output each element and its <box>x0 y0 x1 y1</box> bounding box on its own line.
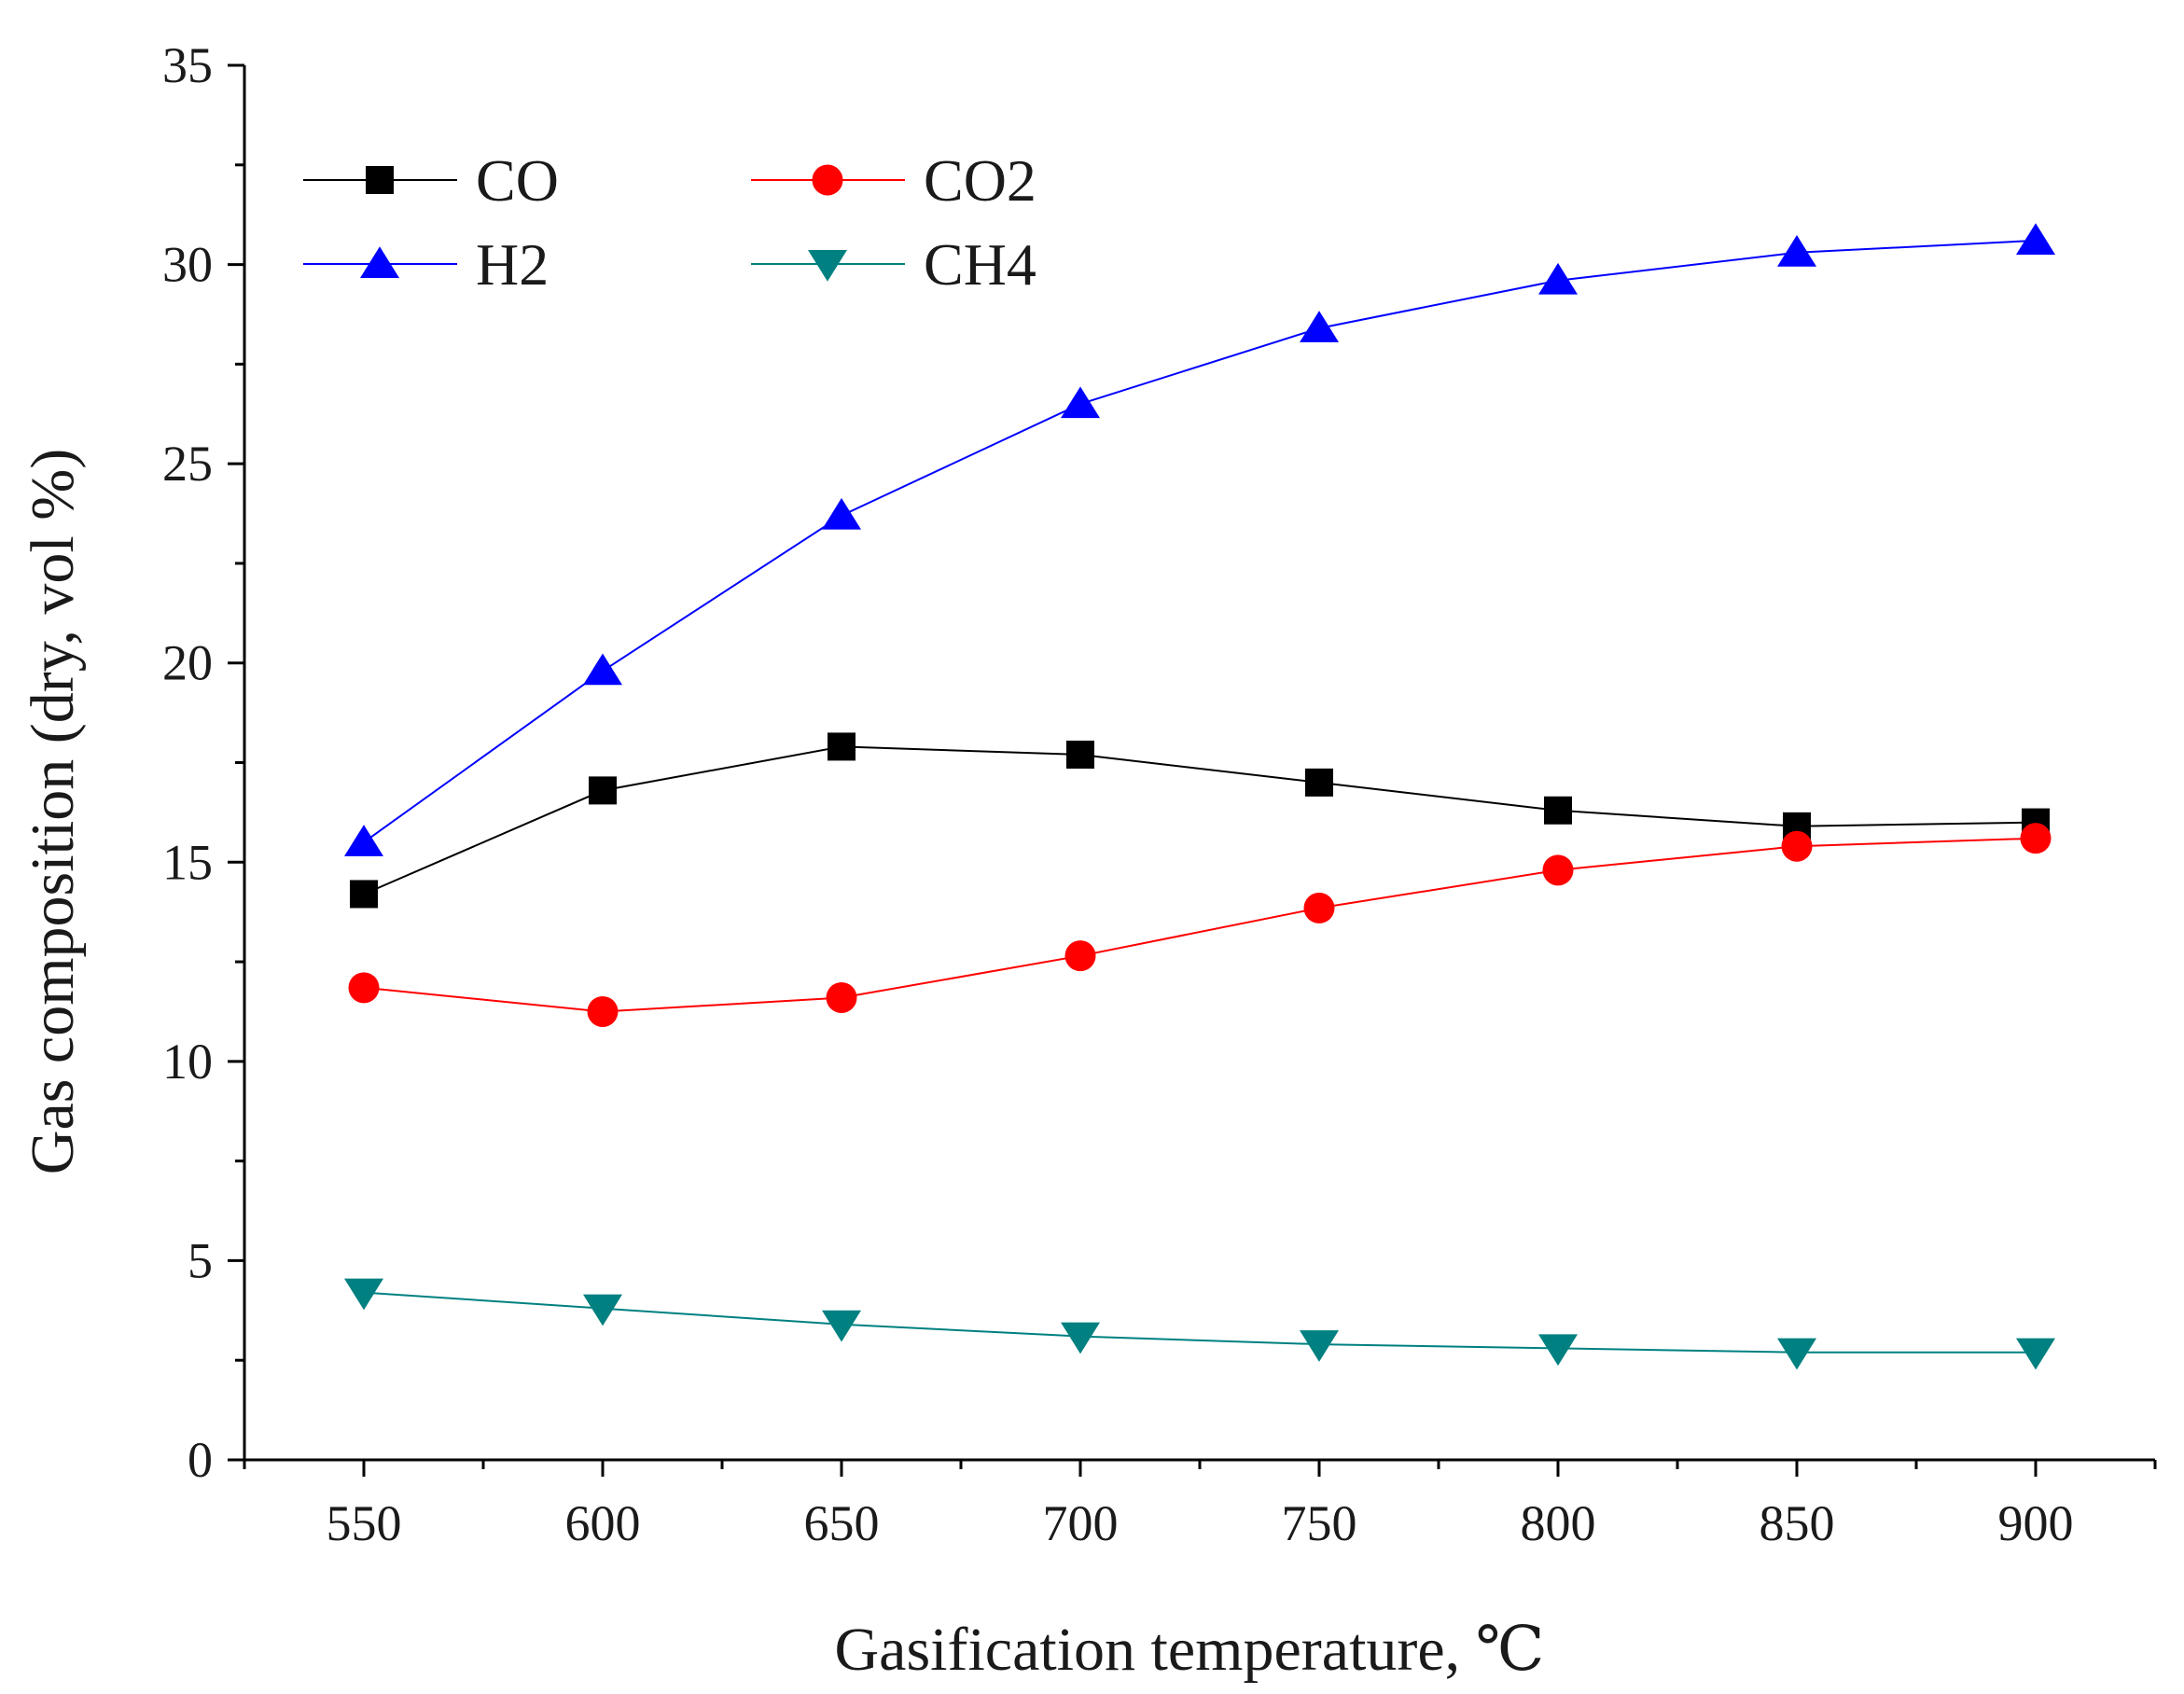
x-tick-label: 900 <box>1998 1495 2074 1551</box>
data-point-ch4 <box>583 1294 622 1326</box>
data-point-ch4 <box>344 1278 383 1311</box>
y-tick-label: 10 <box>162 1034 213 1090</box>
y-tick-label: 25 <box>162 436 213 492</box>
legend-label-ch4: CH4 <box>924 231 1036 298</box>
data-point-co2 <box>1542 854 1574 886</box>
data-point-h2 <box>1061 386 1100 419</box>
y-tick-label: 0 <box>188 1432 213 1488</box>
series-co2 <box>348 823 2052 1027</box>
series-line-co2 <box>363 837 2037 1013</box>
legend-item-co: CO <box>303 147 559 214</box>
series-h2 <box>344 223 2055 856</box>
legend-marker-h2 <box>360 246 399 278</box>
series-line-co <box>363 745 2037 896</box>
x-axis-title: Gasification temperature, ℃ <box>834 1616 1544 1684</box>
y-tick-label: 5 <box>188 1232 213 1288</box>
data-point-h2 <box>1777 235 1816 267</box>
data-point-h2 <box>344 825 383 856</box>
legend-label-co2: CO2 <box>924 147 1036 214</box>
data-point-co <box>1066 740 1094 769</box>
data-point-co <box>350 880 378 909</box>
x-tick-label: 850 <box>1760 1495 1835 1551</box>
legend-marker-ch4 <box>808 250 847 282</box>
legend-label-h2: H2 <box>476 231 549 298</box>
series-ch4 <box>344 1278 2055 1370</box>
data-point-h2 <box>2016 223 2055 255</box>
y-tick-label: 20 <box>162 635 213 691</box>
data-point-co2 <box>1781 830 1813 862</box>
legend-item-co2: CO2 <box>751 147 1036 214</box>
legend: CO CO2 H2 CH4 <box>303 147 1036 298</box>
y-tick-label: 15 <box>162 834 213 890</box>
y-tick-label: 30 <box>162 237 213 293</box>
data-point-h2 <box>822 497 861 530</box>
legend-marker-co2 <box>812 164 843 196</box>
x-tick-label: 550 <box>327 1495 402 1551</box>
y-axis-title: Gas composition (dry, vol %) <box>19 449 87 1174</box>
x-tick-label: 650 <box>804 1495 880 1551</box>
legend-marker-co <box>366 166 394 194</box>
series-line-h2 <box>363 239 2037 843</box>
x-tick-label: 750 <box>1282 1495 1357 1551</box>
data-point-co <box>1305 768 1333 797</box>
data-point-co <box>1544 796 1572 825</box>
legend-label-co: CO <box>476 147 559 214</box>
x-tick-label: 800 <box>1521 1495 1596 1551</box>
y-tick-label: 35 <box>162 37 213 93</box>
legend-item-ch4: CH4 <box>751 231 1036 298</box>
axes: 0 5 10 15 20 25 30 35 550 600 650 700 750 800 850 900 <box>162 37 2157 1551</box>
legend-item-h2: H2 <box>303 231 549 298</box>
x-tick-label: 600 <box>565 1495 641 1551</box>
data-point-ch4 <box>1538 1334 1578 1367</box>
data-point-co2 <box>587 995 619 1027</box>
data-point-ch4 <box>1777 1338 1816 1370</box>
series-layer <box>344 223 2055 1370</box>
data-point-ch4 <box>1300 1330 1339 1362</box>
data-point-co <box>828 732 856 761</box>
data-point-co <box>589 776 617 805</box>
series-line-ch4 <box>363 1291 2036 1354</box>
data-point-co2 <box>2020 823 2052 854</box>
series-co <box>350 732 2050 909</box>
data-point-co2 <box>1303 892 1335 923</box>
x-tick-label: 700 <box>1043 1495 1119 1551</box>
data-point-co2 <box>826 982 857 1014</box>
data-point-co2 <box>1064 940 1096 972</box>
data-point-h2 <box>583 653 622 686</box>
data-point-ch4 <box>2016 1338 2055 1370</box>
data-point-co2 <box>348 972 380 1004</box>
data-point-ch4 <box>822 1310 861 1342</box>
data-point-h2 <box>1300 311 1339 342</box>
data-point-h2 <box>1538 262 1578 295</box>
data-point-ch4 <box>1061 1322 1100 1354</box>
